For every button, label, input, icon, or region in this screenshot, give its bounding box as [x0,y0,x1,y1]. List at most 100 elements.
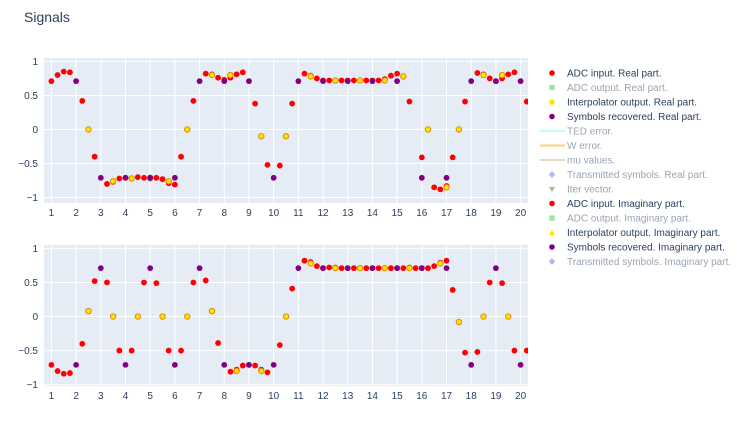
data-point-symbols [246,78,252,85]
legend-circle-icon [549,244,555,250]
legend-label: Interpolator output. Real part. [567,98,697,109]
subplot-1: 10.50−0.5−11 2 3 4 5 6 7 8 9 10 11 12 13 14 15 16 17 18 19… [18,57,528,219]
data-point-adc_input [159,176,166,183]
series-symbols [73,265,524,368]
data-point-adc_input [60,68,67,75]
legend-item[interactable]: Symbols recovered. Real part. [549,112,702,123]
data-point-symbols [73,78,80,85]
data-point-interp [258,367,265,375]
x-tick-label: 2 [73,208,79,219]
data-point-adc_input [301,257,308,264]
legend-label: mu values. [567,156,615,167]
data-point-adc_input [227,368,234,375]
data-point-adc_input [48,361,55,368]
data-point-symbols [171,174,178,181]
data-point-adc_input [375,265,382,272]
data-point-adc_input [313,263,320,270]
legend-triangle-down-icon [549,187,555,192]
x-tick-label: 7 [197,391,203,402]
data-point-symbols [122,361,129,368]
data-point-adc_input [313,75,320,82]
y-tick-label: 0.5 [24,91,38,102]
data-point-adc_input [301,70,308,77]
legend: ADC input. Real part. ADC output. Real pa… [540,69,731,268]
data-point-adc_input [338,77,345,84]
data-point-symbols [147,174,154,181]
data-point-adc_input [104,279,110,286]
x-tick-label: 18 [466,391,478,402]
data-point-adc_input [116,175,123,182]
data-point-adc_input [351,265,357,272]
data-point-adc_input [523,347,528,354]
data-point-symbols [73,361,80,368]
data-point-symbols [295,265,302,272]
x-tick-label: 8 [221,391,227,402]
legend-label: ADC input. Imaginary part. [567,199,685,210]
legend-item[interactable]: mu values. [540,156,615,167]
data-point-interp [443,184,450,191]
y-tick-label: 0 [32,312,38,323]
data-point-interp [109,313,117,320]
data-point-symbols [97,265,104,272]
data-point-adc_input [326,77,333,84]
data-point-adc_input [449,154,456,161]
data-point-adc_input [431,184,438,191]
data-point-adc_input [418,154,425,161]
y-tick-label: 1 [32,244,38,255]
legend-item[interactable]: TED error. [540,127,613,138]
data-point-symbols [97,174,104,181]
data-point-adc_input [499,280,505,287]
data-point-adc_input [474,70,481,76]
data-point-symbols [221,361,228,368]
legend-item[interactable]: Transmitted symbols. Imaginary part. [548,257,731,268]
data-point-adc_input [264,161,271,168]
x-tick-label: 1 [49,208,55,219]
legend-item[interactable]: ADC input. Real part. [549,69,662,80]
data-point-symbols [468,361,475,368]
data-point-interp [381,264,388,272]
data-point-symbols [320,78,326,85]
data-point-adc_input [505,71,512,78]
legend-item[interactable]: W error. [540,141,603,152]
data-point-adc_input [116,347,123,354]
legend-item[interactable]: ADC output. Real part. [549,83,668,94]
x-tick-label: 2 [73,391,79,402]
x-tick-label: 19 [490,208,502,219]
data-point-adc_input [388,265,394,272]
data-point-interp [437,260,444,267]
x-tick-label: 4 [123,391,129,402]
plot-area [44,58,528,203]
x-tick-label: 11 [293,208,304,219]
data-point-symbols [147,265,154,272]
data-point-adc_input [134,174,141,181]
legend-item[interactable]: Interpolator output. Real part. [549,98,697,109]
x-tick-label: 11 [293,391,304,402]
data-point-interp [381,77,388,84]
x-tick-label: 12 [317,208,329,219]
legend-label: TED error. [567,127,613,138]
legend-square-icon [549,84,555,91]
data-point-adc_input [190,97,197,104]
data-point-adc_input [215,340,221,346]
data-point-adc_input [104,181,110,187]
legend-item[interactable]: Symbols recovered. Imaginary part. [549,243,725,254]
data-point-adc_input [67,69,73,76]
data-point-adc_input [523,98,528,105]
data-point-adc_input [412,265,419,272]
data-point-interp [356,77,364,84]
data-point-interp [282,133,290,140]
x-tick-label: 10 [268,208,280,219]
data-point-adc_input [79,97,86,104]
legend-item[interactable]: Interpolator output. Imaginary part. [549,228,720,239]
data-point-symbols [270,361,277,368]
legend-item[interactable]: Transmitted symbols. Real part. [548,170,708,181]
data-point-adc_input [153,174,160,181]
data-point-adc_input [153,280,160,287]
data-point-adc_input [363,265,370,272]
legend-item[interactable]: ADC input. Imaginary part. [549,199,685,210]
data-point-symbols [196,78,203,85]
legend-item[interactable]: Iter vector. [549,185,614,196]
data-point-interp [233,367,240,375]
legend-item[interactable]: ADC output. Imaginary part. [549,214,691,225]
